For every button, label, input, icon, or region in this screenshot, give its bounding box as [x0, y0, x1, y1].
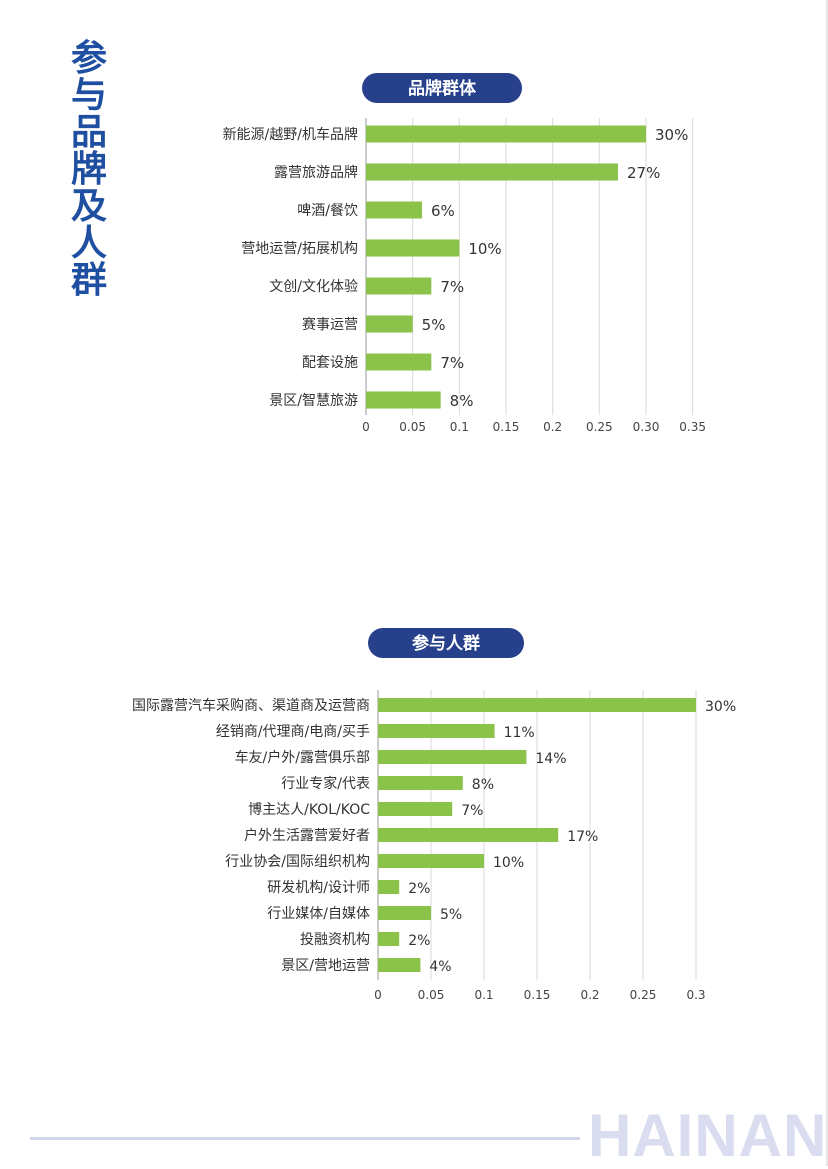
- category-label: 啤酒/餐饮: [297, 203, 358, 219]
- category-label: 投融资机构: [300, 932, 370, 948]
- chart-title: 参与人群: [412, 633, 480, 654]
- bar: [378, 958, 421, 972]
- category-label: 博主达人/KOL/KOC: [248, 801, 370, 818]
- data-label: 14%: [535, 751, 566, 767]
- bar: [378, 750, 527, 764]
- bar: [378, 854, 484, 868]
- category-label: 文创/文化体验: [269, 279, 358, 295]
- data-label: 11%: [504, 725, 535, 741]
- data-label: 2%: [408, 933, 430, 949]
- data-label: 7%: [440, 278, 464, 296]
- bar: [366, 391, 441, 409]
- x-tick-label: 0.15: [524, 988, 551, 1002]
- bar: [366, 163, 618, 181]
- x-tick-label: 0: [362, 420, 370, 434]
- bar: [366, 201, 422, 219]
- category-label: 户外生活露营爱好者: [244, 827, 370, 844]
- page-edge: [826, 0, 828, 1166]
- bar: [378, 776, 463, 790]
- x-tick-label: 0.30: [633, 420, 660, 434]
- data-label: 17%: [567, 829, 598, 845]
- data-label: 6%: [431, 202, 455, 220]
- x-tick-label: 0.05: [399, 420, 426, 434]
- title-char: 人: [70, 223, 107, 264]
- x-tick-label: 0.25: [630, 988, 657, 1002]
- bar: [378, 802, 453, 816]
- category-label: 新能源/越野/机车品牌: [223, 126, 358, 143]
- data-label: 27%: [627, 164, 660, 182]
- category-label: 行业媒体/自媒体: [267, 906, 370, 922]
- x-tick-label: 0.15: [493, 420, 520, 434]
- footer-divider: [30, 1137, 580, 1140]
- title-char: 品: [70, 112, 107, 153]
- title-char: 参: [70, 38, 107, 79]
- bar: [378, 724, 495, 738]
- data-label: 7%: [461, 803, 483, 819]
- category-label: 经销商/代理商/电商/买手: [216, 724, 370, 740]
- x-tick-label: 0.2: [580, 988, 599, 1002]
- data-label: 10%: [468, 240, 501, 258]
- x-tick-label: 0.1: [450, 420, 469, 434]
- bar: [378, 828, 559, 842]
- data-label: 2%: [408, 881, 430, 897]
- data-label: 5%: [422, 316, 446, 334]
- category-label: 配套设施: [302, 355, 358, 371]
- x-tick-label: 0.1: [474, 988, 493, 1002]
- section-title: 参 与 品 牌 及 人 群: [66, 40, 112, 299]
- bar: [366, 277, 432, 295]
- category-label: 营地运营/拓展机构: [241, 241, 358, 257]
- category-label: 赛事运营: [302, 317, 358, 333]
- title-char: 及: [70, 186, 107, 227]
- category-label: 国际露营汽车采购商、渠道商及运营商: [132, 697, 370, 714]
- x-tick-label: 0.2: [543, 420, 562, 434]
- bar: [378, 880, 400, 894]
- x-tick-label: 0.3: [686, 988, 705, 1002]
- data-label: 7%: [440, 354, 464, 372]
- data-label: 30%: [655, 126, 688, 144]
- title-char: 群: [70, 260, 107, 301]
- x-tick-label: 0.05: [418, 988, 445, 1002]
- category-label: 行业专家/代表: [281, 775, 370, 792]
- title-char: 牌: [70, 149, 107, 190]
- chart-title: 品牌群体: [408, 78, 477, 99]
- bar: [366, 125, 646, 143]
- category-label: 研发机构/设计师: [267, 880, 370, 896]
- hainan-logo: HAINAN: [588, 1102, 828, 1169]
- x-tick-label: 0.35: [679, 420, 706, 434]
- data-label: 4%: [429, 959, 451, 975]
- bar: [366, 239, 460, 257]
- chart-title-pill: [362, 73, 522, 103]
- category-label: 景区/营地运营: [281, 958, 370, 974]
- category-label: 露营旅游品牌: [274, 164, 358, 181]
- data-label: 30%: [705, 699, 736, 715]
- bar: [366, 315, 413, 333]
- data-label: 10%: [493, 855, 524, 871]
- category-label: 行业协会/国际组织机构: [225, 854, 370, 870]
- data-label: 8%: [472, 777, 494, 793]
- data-label: 5%: [440, 907, 462, 923]
- bar: [378, 932, 400, 946]
- chart-title-pill: [368, 628, 524, 658]
- category-label: 车友/户外/露营俱乐部: [235, 749, 370, 766]
- bar: [366, 353, 432, 371]
- x-tick-label: 0: [374, 988, 382, 1002]
- data-label: 8%: [450, 392, 474, 410]
- bar: [378, 698, 696, 712]
- x-tick-label: 0.25: [586, 420, 613, 434]
- bar: [378, 906, 431, 920]
- category-label: 景区/智慧旅游: [269, 393, 358, 409]
- title-char: 与: [70, 75, 107, 116]
